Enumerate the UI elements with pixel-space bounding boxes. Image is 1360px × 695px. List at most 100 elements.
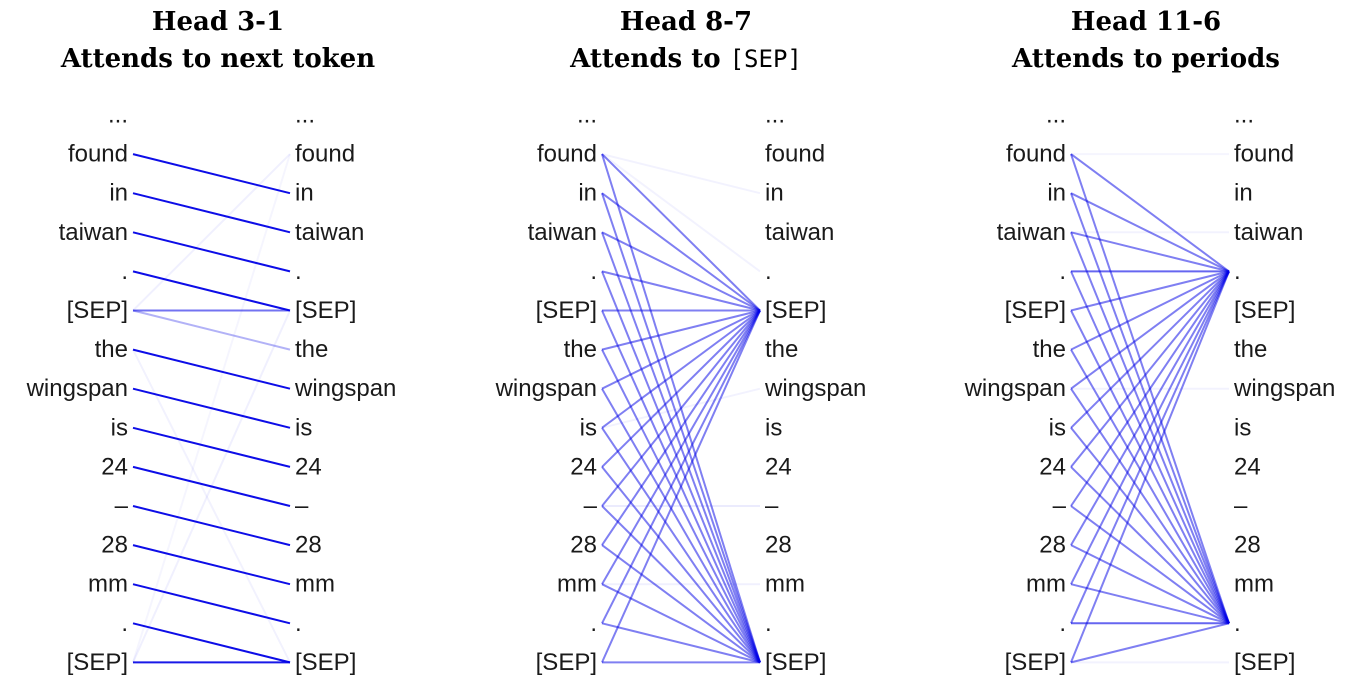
attention-edge xyxy=(132,270,291,312)
attention-edge xyxy=(1070,270,1230,390)
attention-edge xyxy=(601,310,761,663)
left-token: [SEP] xyxy=(1005,649,1066,676)
left-token: taiwan xyxy=(59,219,128,246)
left-token: [SEP] xyxy=(67,297,128,324)
panel-subtitle-text: Attends to xyxy=(569,44,729,74)
attention-edge xyxy=(601,153,761,273)
right-token: 24 xyxy=(1234,453,1261,480)
left-token: 28 xyxy=(1039,532,1066,559)
left-token: ... xyxy=(577,102,597,129)
attention-edge xyxy=(1070,270,1230,351)
right-token: . xyxy=(295,258,302,285)
attention-edge xyxy=(1070,466,1230,625)
left-token: the xyxy=(564,336,597,363)
left-token: . xyxy=(590,258,597,285)
left-token: ... xyxy=(1046,102,1066,129)
right-token: 28 xyxy=(765,532,792,559)
left-token-column: ... found in taiwan. [SEP] the wingspan is 24 – 28… xyxy=(26,102,129,676)
right-token: ... xyxy=(1234,102,1254,129)
left-token: 28 xyxy=(570,532,597,559)
attention-edge xyxy=(132,426,291,468)
attention-edge xyxy=(1070,270,1230,585)
attention-edge xyxy=(601,310,761,585)
left-token: . xyxy=(1059,258,1066,285)
attention-edge xyxy=(601,309,761,507)
left-token: wingspan xyxy=(964,375,1066,402)
attention-edge xyxy=(601,466,761,664)
panel-subtitle-code: [SEP] xyxy=(730,45,802,73)
right-token: [SEP] xyxy=(1234,649,1295,676)
attention-edge xyxy=(601,388,761,663)
attention-edge xyxy=(132,153,291,312)
right-token: [SEP] xyxy=(1234,297,1295,324)
left-token: – xyxy=(1053,493,1067,520)
attention-edge xyxy=(1070,427,1230,624)
panel-title: Head 8-7 xyxy=(620,7,752,37)
left-token: is xyxy=(580,414,597,441)
left-token: found xyxy=(537,141,597,168)
left-token-column: ... found in taiwan. [SEP] the wingspan is 24 – 28… xyxy=(964,102,1067,676)
attention-edge xyxy=(1070,583,1230,625)
left-token: 24 xyxy=(570,453,597,480)
right-token: in xyxy=(295,180,314,207)
right-token: . xyxy=(295,610,302,637)
right-token: is xyxy=(765,414,782,441)
attention-edge xyxy=(601,583,761,664)
attention-edge xyxy=(601,622,761,664)
right-token: in xyxy=(1234,180,1253,207)
left-token: taiwan xyxy=(528,219,597,246)
right-token: found xyxy=(765,141,825,168)
attention-edge xyxy=(601,310,761,624)
panel-head-8-7: Head 8-7 Attends to [SEP] ... found in taiw… xyxy=(495,7,867,676)
left-token: 24 xyxy=(101,453,128,480)
right-token: mm xyxy=(765,571,805,598)
attention-edge xyxy=(1070,270,1230,546)
attention-edge xyxy=(601,309,761,546)
attention-edge xyxy=(132,348,291,390)
left-token: is xyxy=(1049,414,1066,441)
left-token-column: ... found in taiwan. [SEP] the wingspan is 24 – 28… xyxy=(495,102,598,676)
left-token: . xyxy=(590,610,597,637)
right-token: – xyxy=(765,493,779,520)
attention-edge xyxy=(601,349,761,663)
left-token: mm xyxy=(557,571,597,598)
attention-edge xyxy=(1070,192,1230,273)
left-token: wingspan xyxy=(495,375,597,402)
attention-edge xyxy=(1070,270,1230,429)
attention-edge xyxy=(1070,388,1230,624)
attention-edge xyxy=(601,544,761,664)
right-token: the xyxy=(295,336,328,363)
panel-head-3-1: Head 3-1 Attends to next token ... found i… xyxy=(26,7,397,676)
attention-edge xyxy=(601,270,761,312)
attention-edge xyxy=(601,231,761,312)
attention-edge xyxy=(601,309,761,390)
attention-edge xyxy=(132,231,291,273)
right-token: [SEP] xyxy=(765,297,826,324)
left-token: . xyxy=(121,610,128,637)
attention-edge xyxy=(1070,270,1230,624)
attention-edge xyxy=(601,309,761,468)
attention-edge xyxy=(1070,231,1230,273)
right-token: – xyxy=(1234,493,1248,520)
attention-edge xyxy=(601,309,761,351)
left-token: is xyxy=(111,414,128,441)
left-token: wingspan xyxy=(26,375,128,402)
right-token: [SEP] xyxy=(295,297,356,324)
left-token: in xyxy=(109,180,128,207)
panel-subtitle: Attends to [SEP] xyxy=(569,44,802,74)
attention-edge xyxy=(132,309,291,351)
left-token: in xyxy=(578,180,597,207)
attention-edge xyxy=(132,622,291,664)
right-token: . xyxy=(1234,258,1241,285)
right-token: found xyxy=(295,141,355,168)
attention-edge xyxy=(132,505,291,547)
left-token: the xyxy=(1033,336,1066,363)
attention-edge xyxy=(1070,153,1230,273)
panel-title: Head 11-6 xyxy=(1071,7,1221,37)
right-token: wingspan xyxy=(294,375,396,402)
left-token: 24 xyxy=(1039,453,1066,480)
left-token: mm xyxy=(1026,571,1066,598)
attention-edge xyxy=(601,309,761,429)
attention-edge xyxy=(132,153,291,195)
